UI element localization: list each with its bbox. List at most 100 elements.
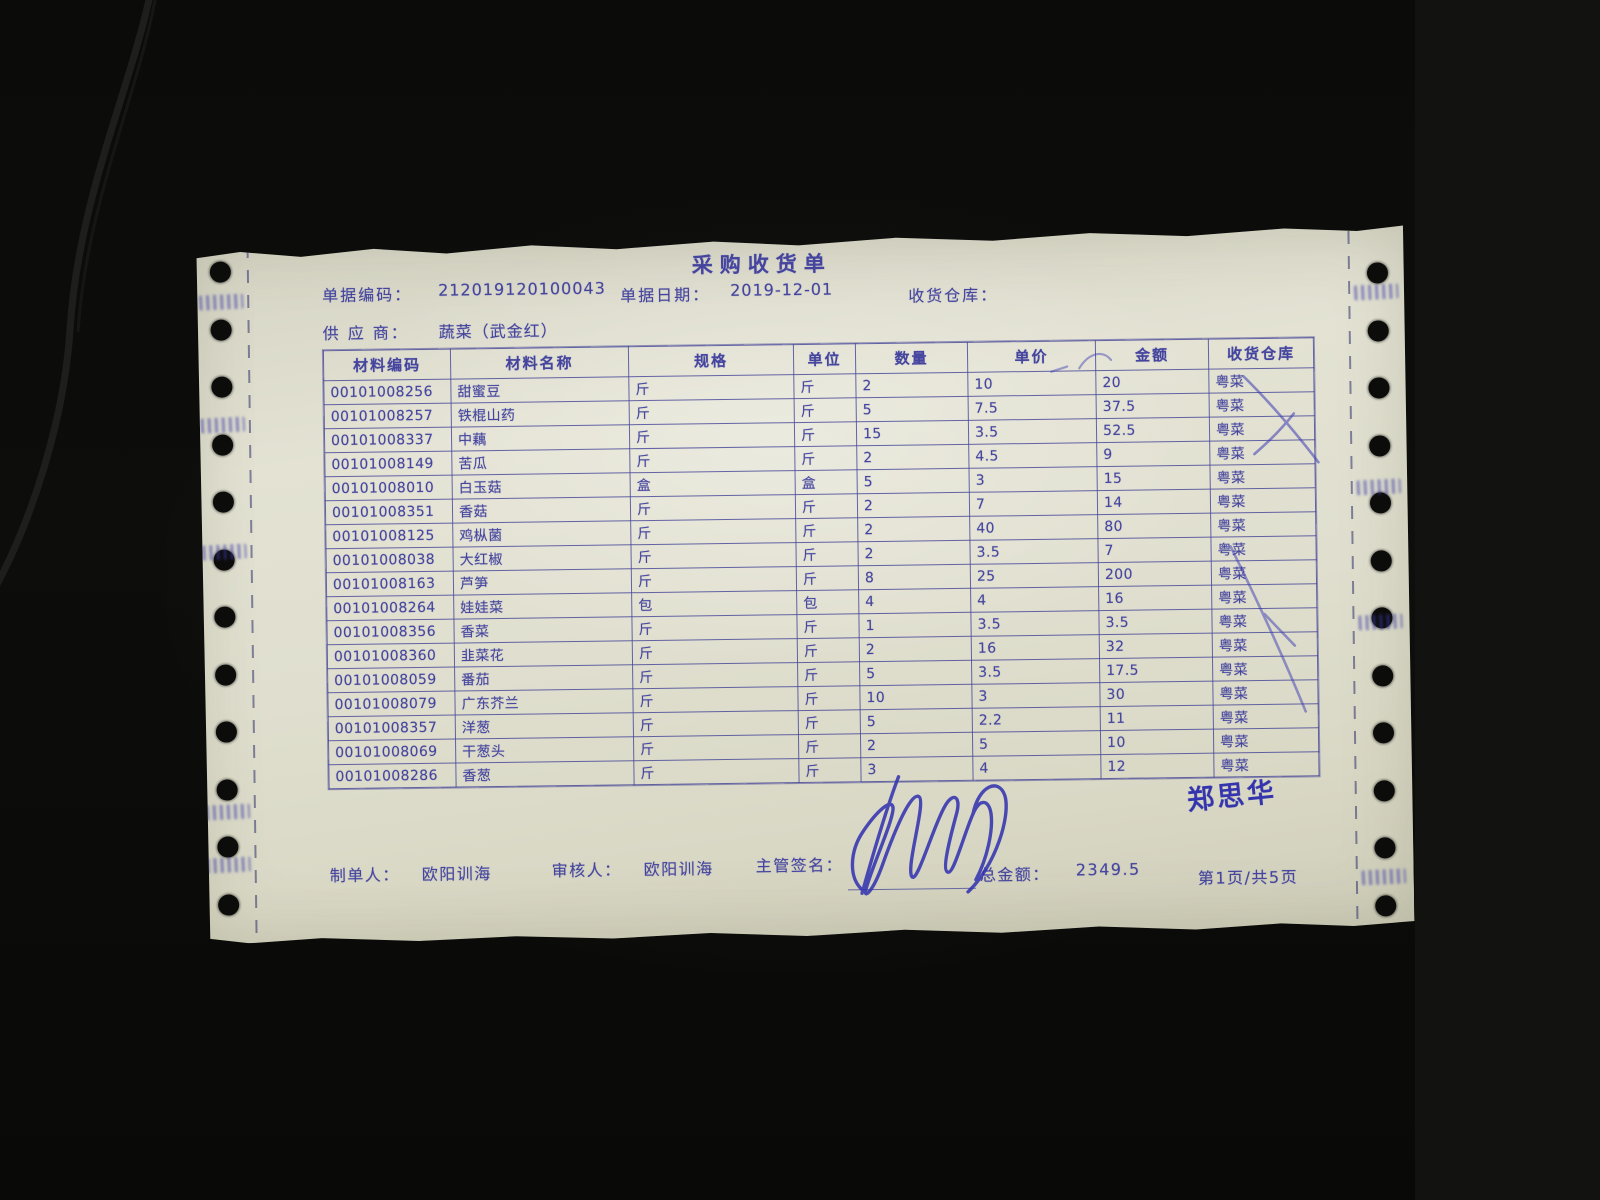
- table-cell: 14: [1097, 489, 1210, 514]
- table-cell: 甜蜜豆: [451, 377, 629, 403]
- tractor-hole: [211, 376, 232, 397]
- tractor-hole: [217, 836, 238, 857]
- tractor-hole: [215, 664, 236, 685]
- tractor-hole: [214, 606, 235, 627]
- table-cell: 00101008038: [326, 547, 453, 573]
- table-cell: 30: [1100, 681, 1213, 706]
- table-cell: 斤: [798, 710, 860, 735]
- table-cell: 斤: [797, 638, 859, 663]
- table-cell: 粤菜: [1212, 632, 1317, 657]
- table-cell: 粤菜: [1210, 464, 1315, 489]
- table-cell: 斤: [799, 758, 861, 783]
- table-cell: 3.5: [970, 539, 1098, 565]
- table-cell: 斤: [794, 374, 856, 399]
- table-cell: 00101008264: [327, 595, 454, 621]
- table-cell: 粤菜: [1209, 368, 1314, 393]
- table-cell: 斤: [629, 375, 794, 401]
- table-header-cell: 数量: [855, 342, 967, 373]
- ink-smudge: [1354, 283, 1399, 300]
- table-cell: 00101008357: [328, 715, 455, 741]
- table-cell: 番茄: [455, 665, 633, 691]
- tractor-holes-left: [191, 224, 1405, 240]
- table-cell: 香菇: [452, 497, 630, 523]
- table-cell: 3.5: [972, 659, 1100, 685]
- doc-no-label: 单据编码：: [322, 285, 413, 306]
- table-cell: 3: [861, 756, 973, 781]
- table-header-cell: 金额: [1095, 339, 1208, 370]
- table-cell: 2: [856, 372, 968, 397]
- table-cell: 斤: [631, 519, 796, 545]
- table-cell: 斤: [630, 495, 795, 521]
- table-cell: 00101008351: [325, 499, 452, 525]
- table-cell: 15: [856, 420, 968, 445]
- table-cell: 斤: [629, 423, 794, 449]
- ink-smudge: [199, 294, 244, 311]
- table-header-cell: 单价: [967, 341, 1095, 373]
- table-cell: 斤: [633, 735, 798, 761]
- table-cell: 200: [1098, 561, 1211, 586]
- auditor-value: 欧阳训海: [643, 859, 714, 880]
- table-cell: 9: [1097, 441, 1210, 466]
- table-cell: 斤: [633, 711, 798, 737]
- ink-smudge: [1356, 478, 1401, 495]
- table-cell: 5: [972, 731, 1100, 757]
- table-cell: 52.5: [1096, 417, 1209, 442]
- table-header-cell: 材料名称: [450, 347, 628, 379]
- ink-smudges: [191, 224, 1405, 240]
- table-cell: 洋葱: [455, 713, 633, 739]
- table-cell: 00101008286: [329, 763, 456, 789]
- total-value: 2349.5: [1075, 859, 1141, 880]
- table-cell: 粤菜: [1209, 416, 1314, 441]
- table-cell: 斤: [796, 566, 858, 591]
- table-cell: 3.5: [968, 419, 1096, 445]
- table-cell: 斤: [632, 639, 797, 665]
- sign-label: 主管签名：: [755, 855, 844, 876]
- items-table: 材料编码 材料名称 规格 单位 数量 单价 金额 收货仓库 00101008256 甜蜜豆斤斤 2…: [323, 337, 1320, 789]
- table-cell: 粤菜: [1213, 728, 1318, 753]
- ink-smudge: [1362, 868, 1407, 885]
- maker-label: 制单人：: [329, 865, 400, 886]
- table-cell: 2: [858, 540, 970, 565]
- tractor-hole: [218, 894, 239, 915]
- table-cell: 斤: [631, 567, 796, 593]
- table-cell: 00101008337: [324, 427, 451, 453]
- table-cell: 7.5: [968, 395, 1096, 421]
- ink-smudge: [202, 544, 247, 561]
- receipt-paper: 采购收货单 单据编码： 212019120100043 单据日期： 2019-1…: [191, 224, 1414, 944]
- table-cell: 00101008360: [327, 643, 454, 669]
- tractor-hole: [1372, 665, 1393, 686]
- tractor-hole: [212, 434, 233, 455]
- table-cell: 粤菜: [1210, 488, 1315, 513]
- tractor-hole: [1369, 435, 1390, 456]
- tractor-hole: [210, 319, 231, 340]
- table-cell: 40: [970, 515, 1098, 541]
- table-cell: 斤: [798, 734, 860, 759]
- table-cell: 00101008010: [325, 475, 452, 501]
- table-cell: 00101008059: [328, 667, 455, 693]
- table-cell: 斤: [798, 686, 860, 711]
- table-cell: 白玉菇: [452, 473, 630, 499]
- table-cell: 00101008257: [324, 403, 451, 429]
- table-cell: 4: [971, 587, 1099, 613]
- table-cell: 80: [1098, 513, 1211, 538]
- table-cell: 2: [857, 444, 969, 469]
- signature-line: [848, 888, 976, 891]
- table-cell: 斤: [630, 447, 795, 473]
- table-cell: 斤: [795, 494, 857, 519]
- auditor-label: 审核人：: [551, 860, 622, 881]
- table-cell: 20: [1096, 369, 1209, 394]
- table-cell: 粤菜: [1213, 704, 1318, 729]
- table-cell: 2: [860, 732, 972, 757]
- ink-smudge: [206, 856, 251, 873]
- table-cell: 盒: [630, 471, 795, 497]
- table-cell: 斤: [629, 399, 794, 425]
- table-cell: 韭菜花: [454, 641, 632, 667]
- table-cell: 4: [973, 755, 1101, 781]
- table-cell: 8: [858, 564, 970, 589]
- table-cell: 15: [1097, 465, 1210, 490]
- table-cell: 芦笋: [453, 569, 631, 595]
- tractor-hole: [1368, 377, 1389, 398]
- table-header-cell: 规格: [628, 345, 793, 377]
- table-header-cell: 收货仓库: [1208, 338, 1313, 369]
